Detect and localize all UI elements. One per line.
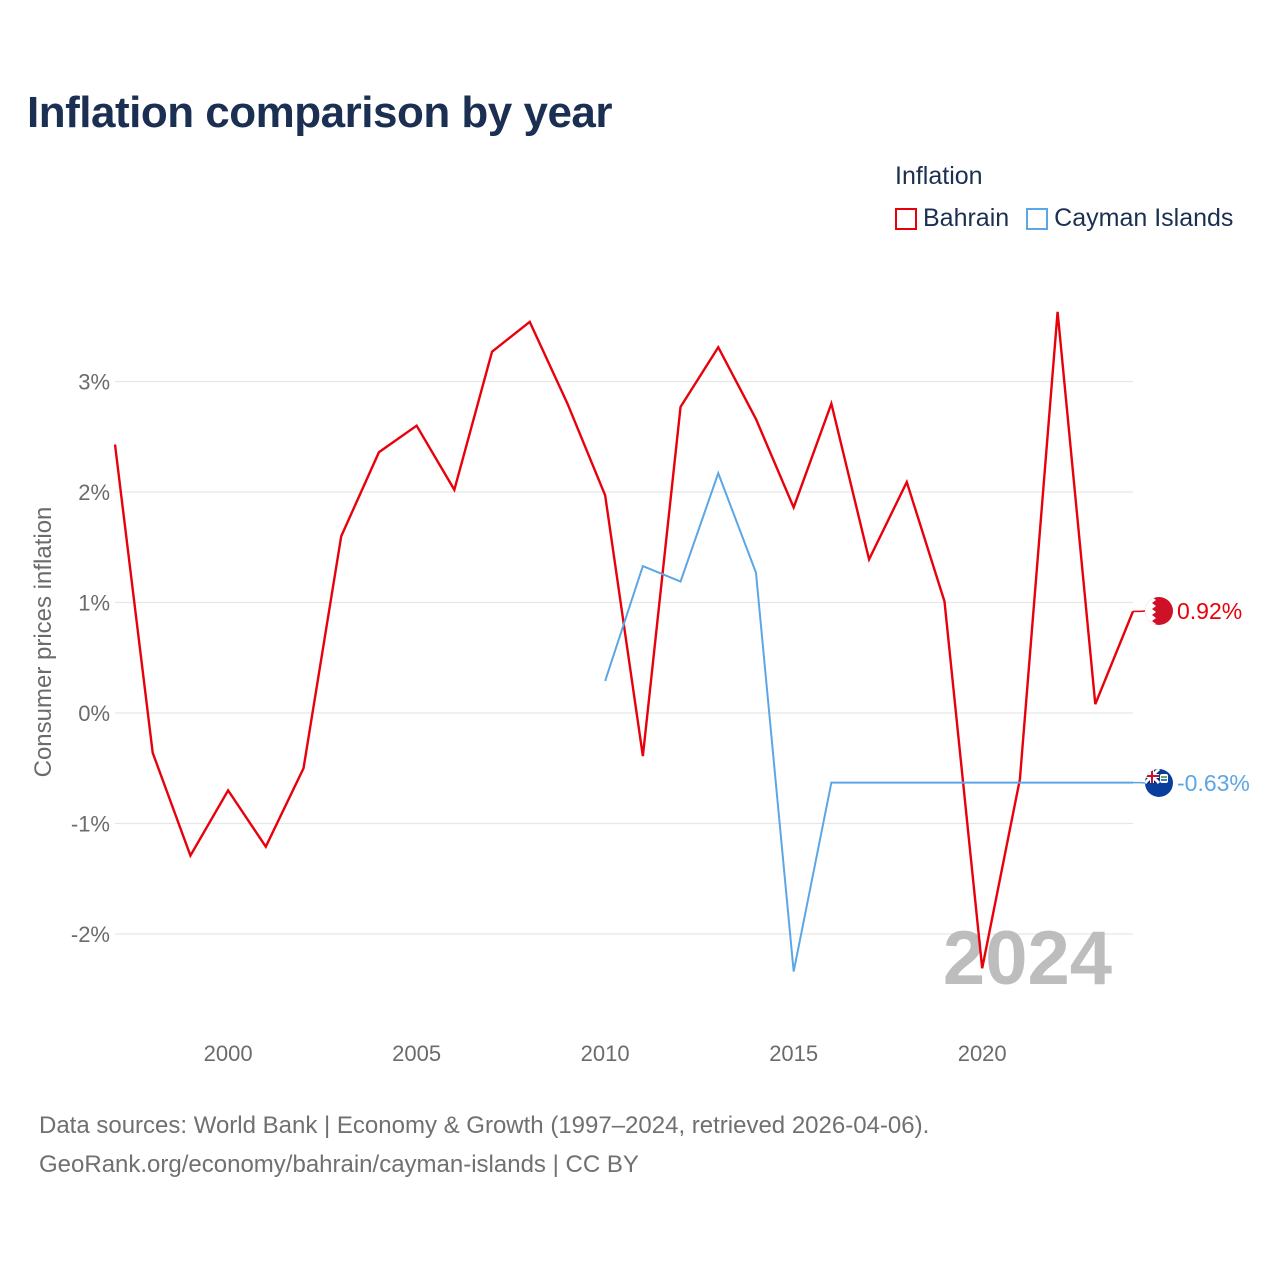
y-tick-label: 2% [78, 480, 110, 505]
y-tick-label: 0% [78, 701, 110, 726]
series-line-cayman-islands[interactable] [604, 470, 1133, 972]
x-tick-label: 2005 [392, 1041, 441, 1066]
legend-swatch-bahrain [895, 207, 917, 230]
y-tick-label: 3% [78, 370, 110, 395]
series-line-bahrain[interactable] [113, 311, 1135, 969]
y-tick-label: -2% [71, 922, 110, 947]
y-tick-label: -1% [71, 812, 110, 837]
legend-label-bahrain: Bahrain [923, 204, 1010, 232]
y-tick-label: 1% [78, 591, 110, 616]
footer-sources: Data sources: World Bank | Economy & Gro… [39, 1112, 930, 1139]
y-axis-title: Consumer prices inflation [30, 507, 57, 778]
x-tick-label: 2020 [958, 1041, 1007, 1066]
bahrain-flag-icon [1145, 597, 1173, 625]
legend-swatch-cayman-islands [1026, 207, 1049, 230]
cayman-islands-flag-icon [1145, 769, 1173, 797]
x-tick-label: 2010 [581, 1041, 630, 1066]
page-title: Inflation comparison by year [27, 88, 613, 137]
year-watermark: 2024 [943, 916, 1112, 1001]
end-label-cayman-islands: -0.63% [1177, 770, 1250, 796]
x-tick-label: 2000 [204, 1041, 253, 1066]
legend-item-cayman-islands[interactable]: Cayman Islands [1026, 204, 1233, 233]
end-label-bahrain: 0.92% [1177, 598, 1242, 624]
footer-link[interactable]: GeoRank.org/economy/bahrain/cayman-islan… [39, 1151, 639, 1178]
legend: Bahrain Cayman Islands [895, 204, 1250, 233]
footer: Data sources: World Bank | Economy & Gro… [39, 1106, 929, 1184]
x-tick-label: 2015 [769, 1041, 818, 1066]
legend-label-cayman-islands: Cayman Islands [1054, 204, 1234, 232]
legend-item-bahrain[interactable]: Bahrain [895, 204, 1009, 233]
legend-title: Inflation [895, 162, 983, 190]
